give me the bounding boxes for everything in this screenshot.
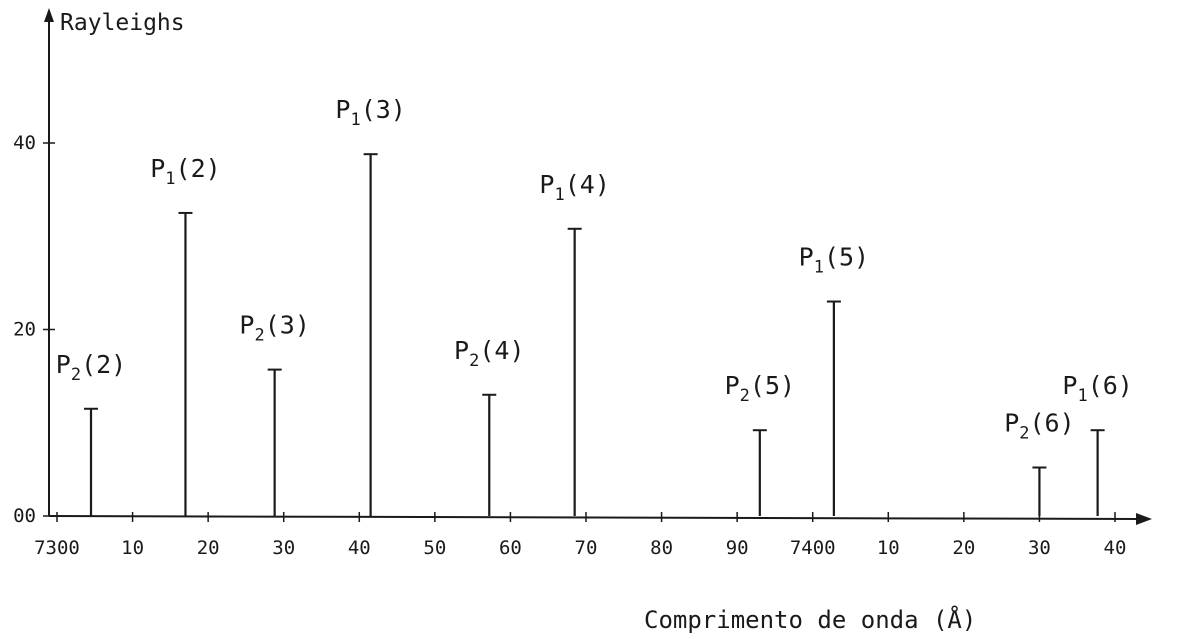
x-tick-label-0: 7300 — [34, 537, 80, 559]
x-tick-label-5: 50 — [423, 537, 446, 559]
plot-axes — [44, 8, 1152, 525]
spectral-lines — [84, 153, 1105, 516]
x-axis — [48, 515, 1139, 520]
x-tick-label-2: 20 — [197, 537, 220, 559]
peak-label-9: P1(6) — [1062, 371, 1132, 406]
x-tick-label-12: 20 — [952, 537, 975, 559]
x-axis-label: Comprimento de onda (Å) — [644, 605, 976, 634]
y-tick-label-1: 20 — [13, 319, 36, 341]
x-tick-label-14: 40 — [1104, 537, 1127, 559]
peak-label-6: P2(5) — [725, 371, 795, 406]
y-axis-label: Rayleighs — [60, 10, 185, 36]
x-tick-label-13: 30 — [1028, 537, 1051, 559]
peak-label-2: P2(3) — [239, 311, 309, 346]
y-ticks: 00 20 40 — [13, 132, 55, 527]
y-tick-label-0: 00 — [13, 505, 36, 527]
x-tick-label-4: 40 — [348, 537, 371, 559]
y-tick-label-2: 40 — [13, 132, 36, 154]
x-tick-label-6: 60 — [499, 537, 522, 559]
peak-label-7: P1(5) — [799, 243, 869, 278]
x-tick-label-1: 10 — [121, 537, 144, 559]
x-axis-arrow-icon — [1136, 513, 1152, 525]
peak-label-1: P1(2) — [150, 154, 220, 189]
peak-label-3: P1(3) — [335, 95, 405, 130]
x-tick-label-7: 70 — [575, 537, 598, 559]
peak-label-0: P2(2) — [56, 350, 126, 385]
x-ticks: 7300 10 20 30 40 50 60 70 80 90 7400 10 20 30 40 — [34, 512, 1126, 559]
peak-labels: P2(2) P1(2) P2(3) P1(3) P2(4) P1(4) P2(5) P1(5)… — [56, 95, 1133, 443]
x-tick-label-3: 30 — [272, 537, 295, 559]
x-tick-label-11: 10 — [877, 537, 900, 559]
peak-label-4: P2(4) — [454, 336, 524, 371]
x-tick-label-9: 90 — [726, 537, 749, 559]
y-axis-arrow-icon — [44, 8, 54, 22]
peak-label-5: P1(4) — [539, 170, 609, 205]
x-tick-label-10: 7400 — [790, 537, 836, 559]
x-tick-label-8: 80 — [650, 537, 673, 559]
peak-label-8: P2(6) — [1004, 409, 1074, 444]
